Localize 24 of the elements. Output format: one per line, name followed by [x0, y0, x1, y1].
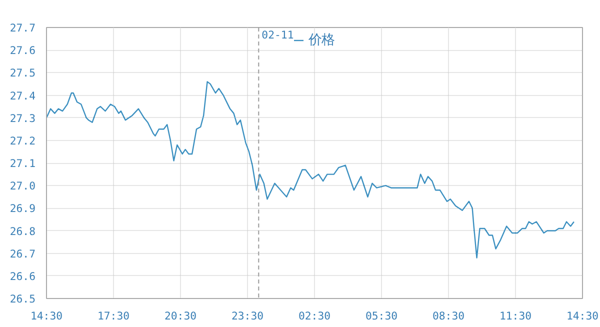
y-tick-label: 27.4 — [10, 89, 36, 102]
x-tick-label: 11:30 — [499, 310, 532, 322]
y-tick-label: 26.8 — [10, 224, 36, 238]
y-tick-label: 27.3 — [10, 112, 36, 125]
x-tick-label: 14:30 — [30, 310, 63, 322]
ref-line-label: 02-11 — [262, 28, 294, 42]
x-tick-label: 02:30 — [298, 310, 331, 322]
x-tick-label: 23:30 — [231, 310, 264, 322]
y-tick-label: 27.1 — [10, 157, 36, 170]
y-tick-label: 27.6 — [10, 44, 36, 58]
y-tick-label: 27.0 — [10, 180, 36, 193]
y-tick-label: 26.9 — [10, 202, 36, 216]
y-tick-label: 27.5 — [10, 66, 36, 80]
x-tick-label: 08:30 — [432, 310, 465, 322]
y-tick-label: 26.5 — [10, 292, 36, 306]
y-tick-label: 27.2 — [10, 134, 36, 148]
y-tick-label: 27.7 — [10, 22, 36, 34]
x-tick-label: 20:30 — [164, 310, 197, 322]
x-tick-label: 14:30 — [566, 310, 599, 322]
legend-label: 价格 — [308, 31, 334, 49]
x-tick-label: 05:30 — [365, 310, 398, 322]
x-tick-label: 17:30 — [97, 310, 130, 322]
y-tick-label: 26.6 — [10, 270, 36, 283]
y-tick-label: 26.7 — [10, 247, 36, 260]
